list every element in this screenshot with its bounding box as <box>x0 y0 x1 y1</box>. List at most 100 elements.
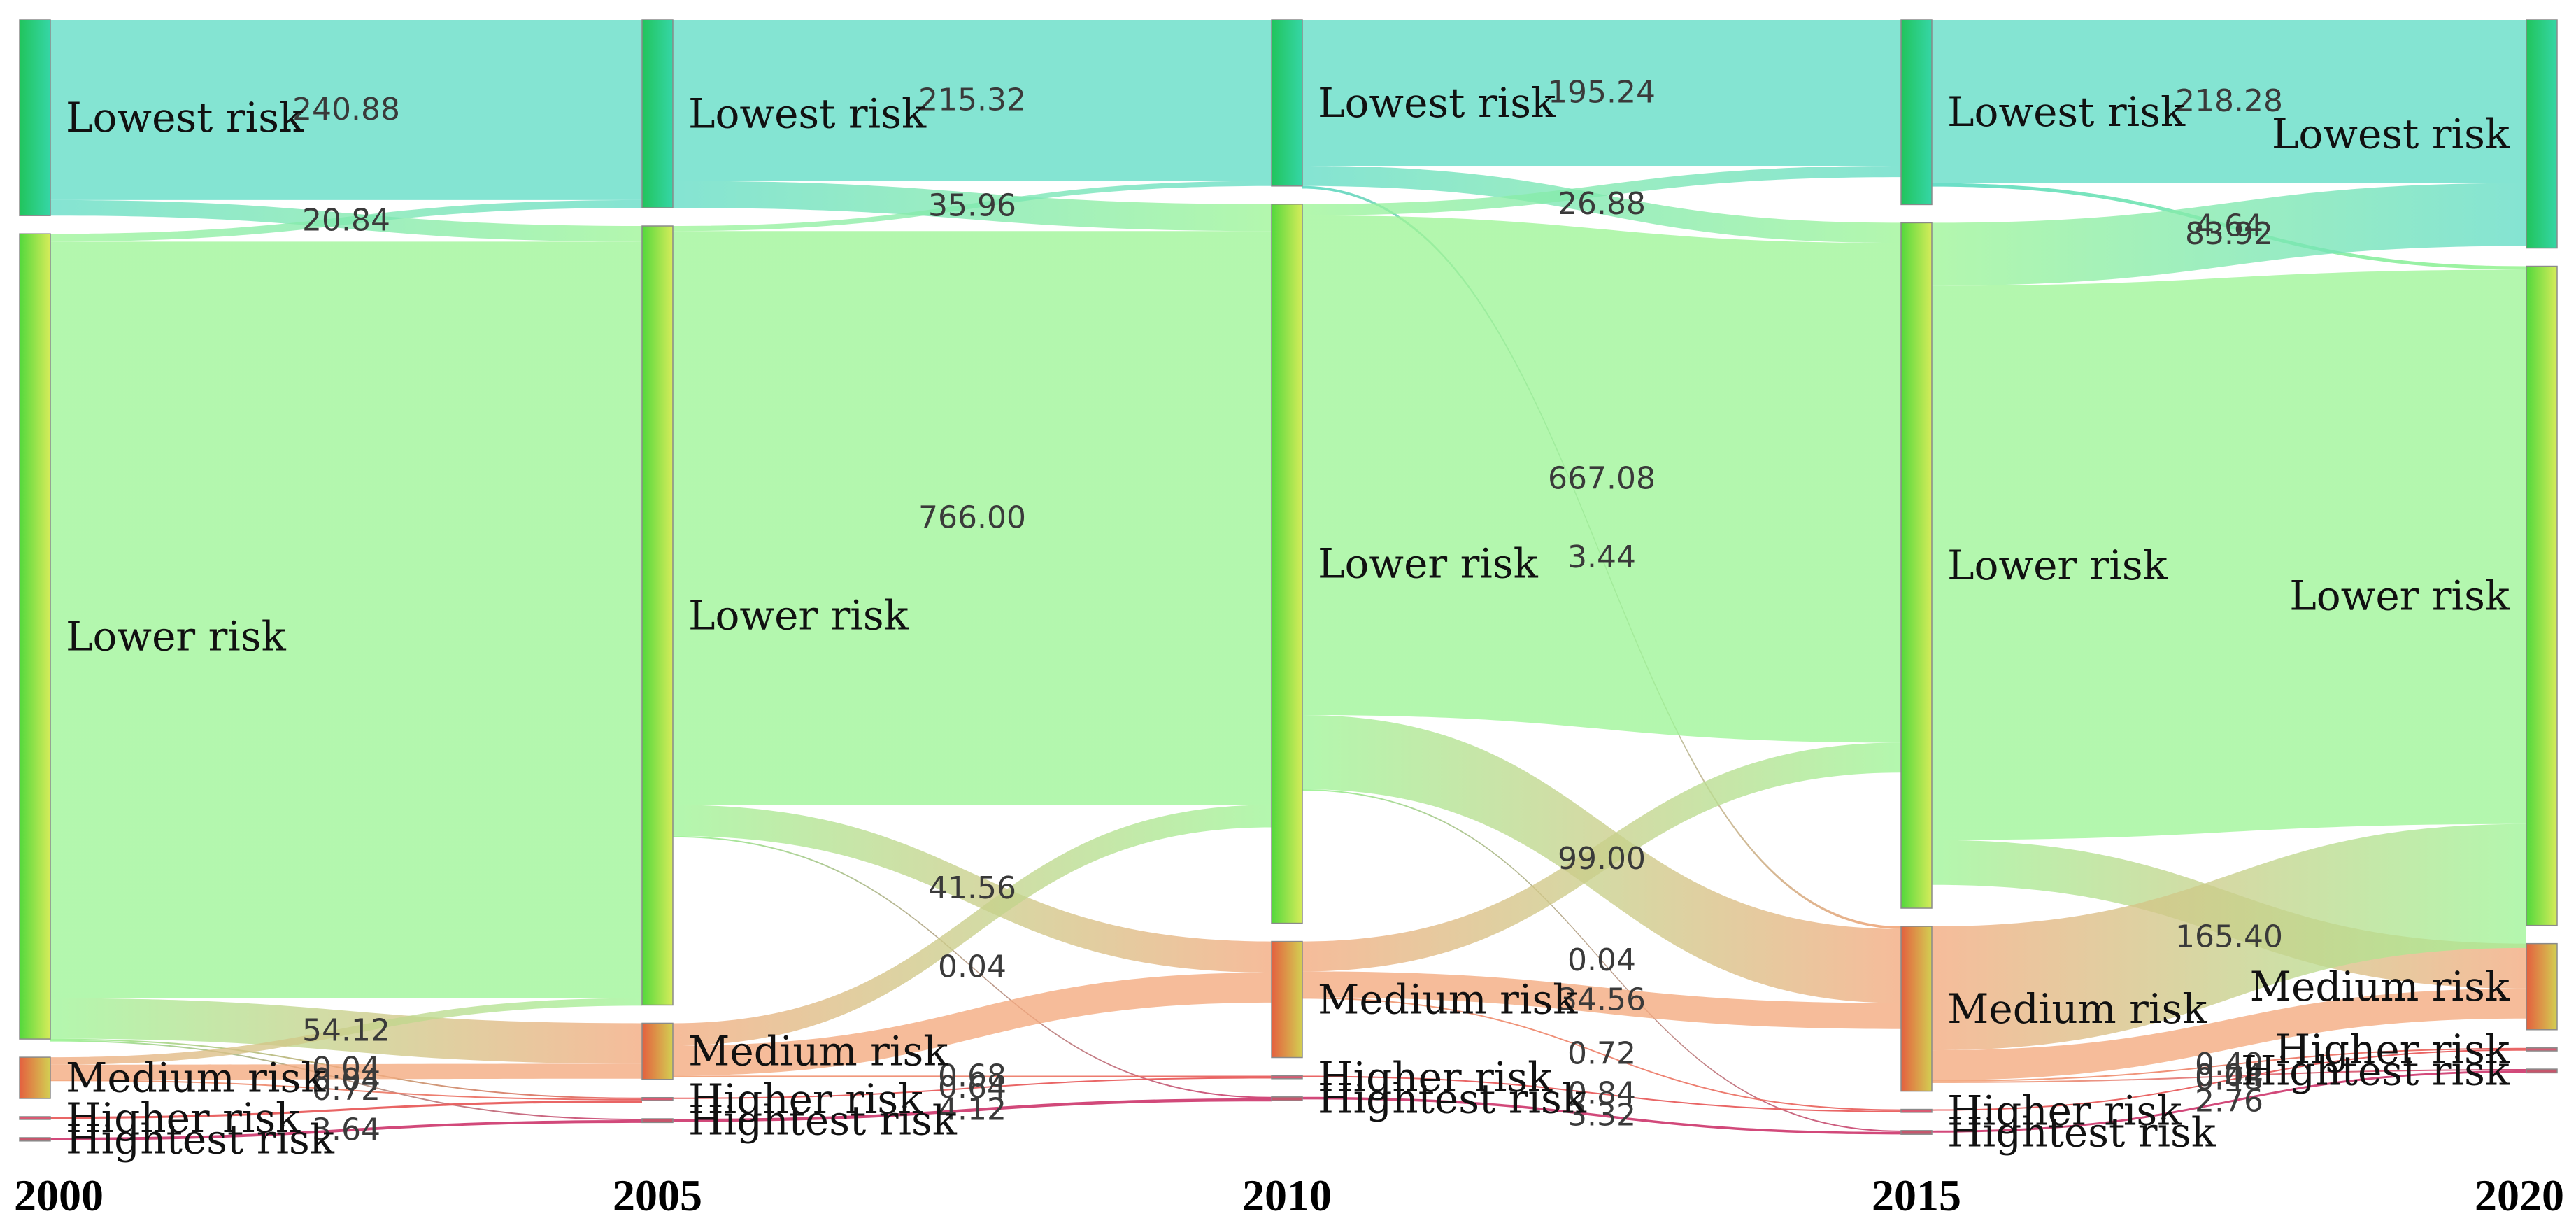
flow-2010-2015-lower-risk-to-lower-risk <box>1302 215 1901 743</box>
node-2015-higher-risk <box>1900 1108 1933 1113</box>
flow-label-2015-2020-medium-risk-to-hightest-risk: 0.04 <box>2195 1058 2263 1094</box>
flow-2005-2010-higher-risk-to-higher-risk <box>673 1077 1272 1099</box>
node-label-2020-lower-risk: Lower risk <box>2289 572 2510 620</box>
flow-2005-2010-lower-risk-to-lower-risk <box>673 231 1272 805</box>
node-label-2015-higher-risk: Higher risk <box>1947 1087 2182 1135</box>
flow-label-2010-2015-lower-risk-to-medium-risk: 99.00 <box>1558 841 1646 877</box>
flow-2000-2005-medium-risk-to-higher-risk <box>50 1080 642 1101</box>
node-label-2015-lowest-risk: Lowest risk <box>1947 88 2186 136</box>
flow-2000-2005-lower-risk-to-hightest-risk <box>50 1040 642 1121</box>
node-2020-higher-risk <box>2526 1047 2558 1052</box>
node-2015-medium-risk <box>1900 926 1933 1092</box>
flow-label-2015-2020-lower-risk-to-lowest-risk: 83.92 <box>2185 216 2273 252</box>
node-2000-hightest-risk <box>19 1137 51 1142</box>
year-label-2020: 2020 <box>2475 1171 2564 1220</box>
flow-label-2005-2010-higher-risk-to-higher-risk: 0.64 <box>938 1070 1006 1105</box>
node-2015-hightest-risk <box>1900 1130 1933 1135</box>
nodes-layer <box>19 19 2558 1142</box>
flow-2015-2020-medium-risk-to-higher-risk <box>1932 1047 2526 1082</box>
flow-2015-2020-lower-risk-to-lower-risk <box>1932 269 2526 840</box>
flow-label-2005-2010-lower-risk-to-lower-risk: 766.00 <box>918 500 1026 535</box>
node-label-2005-higher-risk: Higher risk <box>688 1075 923 1123</box>
flow-label-2015-2020-hightest-risk-to-hightest-risk: 2.76 <box>2195 1083 2263 1119</box>
node-label-2015-hightest-risk: Hightest risk <box>1947 1109 2216 1157</box>
node-2010-lower-risk <box>1271 204 1303 924</box>
flow-2005-2010-medium-risk-to-medium-risk <box>673 973 1272 1076</box>
year-label-2010: 2010 <box>1242 1171 1332 1220</box>
node-label-2010-medium-risk: Medium risk <box>1318 976 1578 1024</box>
node-label-2015-lower-risk: Lower risk <box>1947 542 2168 589</box>
flow-label-2005-2010-lowest-risk-to-lower-risk: 35.96 <box>928 188 1016 223</box>
flow-label-2000-2005-lower-risk-to-higher-risk: 0.04 <box>312 1051 380 1087</box>
flow-2000-2005-higher-risk-to-higher-risk <box>50 1100 642 1119</box>
flow-label-2000-2005-medium-risk-to-higher-risk: 0.72 <box>312 1072 380 1108</box>
flow-2000-2005-lowest-risk-to-lowest-risk <box>50 20 642 200</box>
node-2000-lower-risk <box>19 233 51 1040</box>
node-2000-higher-risk <box>19 1116 51 1120</box>
node-label-2005-medium-risk: Medium risk <box>688 1028 948 1075</box>
node-2020-lowest-risk <box>2526 19 2558 249</box>
flow-label-2005-2010-hightest-risk-to-hightest-risk: 4.12 <box>938 1092 1006 1128</box>
flow-label-2005-2010-lower-risk-to-hightest-risk: 0.04 <box>938 949 1006 984</box>
node-label-2015-medium-risk: Medium risk <box>1947 985 2207 1033</box>
flow-2015-2020-medium-risk-to-medium-risk <box>1932 988 2526 1080</box>
flow-2010-2015-medium-risk-to-higher-risk <box>1302 997 1901 1111</box>
node-label-2000-medium-risk: Medium risk <box>66 1054 326 1102</box>
node-2010-hightest-risk <box>1271 1096 1303 1101</box>
node-label-2000-lower-risk: Lower risk <box>66 613 287 660</box>
flow-labels-layer: 240.8820.8454.120.040.040.723.64215.3235… <box>292 75 2283 1148</box>
flow-label-2000-2005-lowest-risk-to-lower-risk: 20.84 <box>302 203 390 239</box>
flow-label-2010-2015-lowest-risk-to-lower-risk: 26.88 <box>1558 186 1646 222</box>
flow-2005-2010-medium-risk-to-higher-risk <box>673 1075 1272 1077</box>
flow-label-2005-2010-lowest-risk-to-lowest-risk: 215.32 <box>918 82 1026 118</box>
node-2020-hightest-risk <box>2526 1068 2558 1074</box>
flow-2010-2015-medium-risk-to-medium-risk <box>1302 971 1901 1029</box>
flow-label-2015-2020-lowest-risk-to-lowest-risk: 218.28 <box>2175 83 2283 119</box>
flow-label-2015-2020-lowest-risk-to-lower-risk: 4.64 <box>2195 208 2263 244</box>
node-2005-lower-risk <box>641 225 674 1006</box>
node-2000-medium-risk <box>19 1056 51 1099</box>
node-label-2000-lowest-risk: Lowest risk <box>66 94 304 141</box>
flows-layer <box>50 20 2526 1140</box>
node-2020-lower-risk <box>2526 265 2558 926</box>
node-label-2020-medium-risk: Medium risk <box>2250 963 2510 1010</box>
flow-2015-2020-higher-risk-to-higher-risk <box>1932 1049 2526 1111</box>
node-label-2000-hightest-risk: Hightest risk <box>66 1115 335 1163</box>
flow-2015-2020-medium-risk-to-lower-risk <box>1932 823 2526 1051</box>
flow-2010-2015-lowest-risk-to-lowest-risk <box>1302 20 1901 167</box>
node-2015-lowest-risk <box>1900 19 1933 206</box>
node-2015-lower-risk <box>1900 222 1933 909</box>
flow-2010-2015-lowest-risk-to-lower-risk <box>1302 166 1901 243</box>
flow-label-2010-2015-medium-risk-to-medium-risk: 34.56 <box>1558 982 1646 1018</box>
flow-label-2015-2020-medium-risk-to-higher-risk: 0.40 <box>2195 1047 2263 1082</box>
node-2005-lowest-risk <box>641 19 674 208</box>
year-label-2005: 2005 <box>613 1171 702 1220</box>
node-label-2010-lowest-risk: Lowest risk <box>1318 79 1556 127</box>
flow-2000-2005-hightest-risk-to-hightest-risk <box>50 1120 642 1140</box>
year-label-2015: 2015 <box>1872 1171 1961 1220</box>
flow-2010-2015-higher-risk-to-higher-risk <box>1302 1075 1901 1112</box>
node-2010-medium-risk <box>1271 940 1303 1059</box>
flow-2000-2005-medium-risk-to-lower-risk <box>50 998 642 1065</box>
node-label-2020-hightest-risk: Hightest risk <box>2241 1047 2510 1095</box>
node-2005-medium-risk <box>641 1022 674 1080</box>
year-labels-layer: 2000 2005 2010 2015 2020 <box>14 1171 2564 1220</box>
flow-2015-2020-lower-risk-to-lowest-risk <box>1932 183 2526 286</box>
flow-2010-2015-lower-risk-to-lowest-risk <box>1302 166 1901 215</box>
flow-2015-2020-lowest-risk-to-lowest-risk <box>1932 20 2526 183</box>
flow-label-2000-2005-lower-risk-to-medium-risk: 54.12 <box>302 1013 390 1049</box>
flow-2010-2015-medium-risk-to-lower-risk <box>1302 742 1901 972</box>
node-label-2010-lower-risk: Lower risk <box>1318 540 1539 588</box>
node-2010-higher-risk <box>1271 1075 1303 1080</box>
flow-2000-2005-medium-risk-to-medium-risk <box>50 1063 642 1080</box>
flow-label-2000-2005-lowest-risk-to-lowest-risk: 240.88 <box>292 92 400 127</box>
flow-label-2015-2020-medium-risk-to-lower-risk: 165.40 <box>2175 919 2283 954</box>
flow-2005-2010-lower-risk-to-medium-risk <box>673 805 1272 973</box>
flow-2005-2010-medium-risk-to-lower-risk <box>673 805 1272 1046</box>
node-2005-hightest-risk <box>641 1118 674 1124</box>
flow-label-2010-2015-medium-risk-to-higher-risk: 0.72 <box>1567 1035 1636 1071</box>
flow-2010-2015-hightest-risk-to-hightest-risk <box>1302 1096 1901 1135</box>
node-label-2005-hightest-risk: Hightest risk <box>688 1097 958 1145</box>
